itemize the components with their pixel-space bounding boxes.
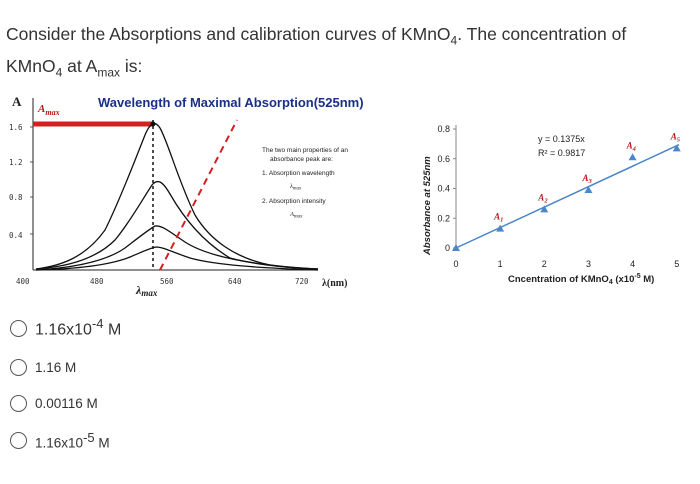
y-tick-0-8: 0.8	[9, 193, 23, 202]
calib-point-label-4: A4	[626, 140, 637, 152]
calib-fit-line	[455, 144, 680, 249]
x-tick-640: 640	[228, 277, 242, 286]
calib-y-tick-label: 0.6	[437, 154, 450, 164]
calib-point-4	[628, 153, 637, 161]
x-tick-480: 480	[90, 277, 104, 286]
x-unit-label: λ(nm)	[322, 278, 347, 289]
question-text: Consider the Absorptions and calibration…	[6, 22, 696, 85]
option-2-radio[interactable]	[10, 358, 27, 376]
calib-point-label-2: A2	[537, 192, 548, 204]
option-2[interactable]: 1.16 M	[10, 356, 76, 378]
y-axis-letter: A	[12, 94, 22, 109]
calib-x-tick-label: 4	[630, 259, 635, 269]
note-line-5: 2. Absorption intensity	[262, 198, 326, 205]
calib-point-0	[452, 244, 460, 251]
question-line-2: KMnO4 at Amax is:	[6, 55, 143, 80]
calib-r2: R² = 0.9817	[538, 148, 585, 158]
calib-x-tick-label: 3	[586, 259, 591, 269]
note-line-6: Amax	[289, 211, 303, 220]
option-1-label: 1.16x10-4 M	[35, 316, 122, 339]
calib-x-tick-label: 2	[542, 259, 547, 269]
amax-label: Amax	[37, 103, 60, 117]
note-line-2: absorbance peak are:	[270, 156, 333, 163]
spectrum-curve-3	[35, 225, 319, 271]
calib-x-tick-label: 5	[674, 259, 679, 269]
calib-point-2	[540, 205, 549, 213]
option-2-label: 1.16 M	[35, 359, 77, 375]
calib-point-1	[496, 224, 505, 232]
spectrum-curve-4	[35, 246, 319, 271]
y-tick-1-2: 1.2	[9, 158, 23, 167]
x-tick-400: 400	[16, 277, 30, 286]
option-3-radio[interactable]	[10, 394, 27, 412]
calib-y-tick-label: 0	[445, 243, 450, 253]
calib-equation: y = 0.1375x	[538, 134, 585, 144]
calib-x-label: Cncentration of KMnO4 (x10-5 M)	[508, 273, 654, 286]
spectrum-curve-1	[35, 122, 319, 270]
absorption-spectrum-figure: A 1.6 1.2 0.8 0.4 400 480 560 640 720 Wa…	[9, 94, 364, 298]
option-1-radio[interactable]	[10, 319, 27, 337]
option-4-label: 1.16x10-5 M	[35, 429, 110, 451]
calib-y-label: Absorbance at 525nm	[422, 156, 433, 256]
option-4[interactable]: 1.16x10-5 M	[10, 429, 110, 451]
note-line-3: 1. Absorption wavelength	[262, 170, 335, 177]
question-line-1: Consider the Absorptions and calibration…	[6, 24, 627, 48]
calib-point-label-3: A3	[581, 173, 592, 185]
note-line-4: λmax	[289, 183, 302, 192]
calib-point-label-5: A5	[670, 131, 681, 143]
calib-x-tick-label: 0	[453, 259, 458, 269]
x-tick-720: 720	[295, 277, 309, 286]
spectrum-title: Wavelength of Maximal Absorption(525nm)	[98, 95, 364, 110]
lambda-max-label: λmax	[135, 283, 158, 298]
option-3-label: 0.00116 M	[35, 395, 98, 411]
y-tick-1-6: 1.6	[9, 123, 23, 132]
calib-point-label-1: A1	[493, 212, 503, 224]
calib-point-3	[584, 185, 593, 193]
note-line-1: The two main properties of an	[262, 147, 348, 154]
calib-y-tick-label: 0.8	[437, 124, 450, 134]
calib-y-tick-label: 0.2	[437, 213, 450, 223]
y-tick-0-4: 0.4	[9, 231, 23, 240]
calibration-curve-chart: Absorbance at 525nm 0 0.2 0.4 0.6 0.8 0 1 2 3 4 5…	[422, 124, 681, 286]
option-3[interactable]: 0.00116 M	[10, 392, 98, 414]
option-1[interactable]: 1.16x10-4 M	[10, 316, 122, 339]
peak-marker	[150, 121, 156, 127]
option-4-radio[interactable]	[10, 431, 27, 449]
calib-x-tick-label: 1	[498, 259, 503, 269]
calib-y-tick-label: 0.4	[437, 184, 450, 194]
calib-point-5	[672, 144, 681, 152]
calibration-dashed-red-line	[159, 119, 238, 271]
x-tick-560: 560	[160, 277, 174, 286]
